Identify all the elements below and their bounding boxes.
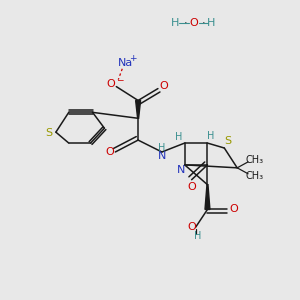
Text: H: H [207, 131, 214, 141]
Text: O: O [187, 222, 196, 232]
Text: O: O [105, 147, 114, 157]
Text: ·: · [184, 18, 188, 28]
Text: N: N [158, 151, 166, 161]
Text: H: H [158, 143, 166, 153]
Text: −: − [116, 75, 123, 84]
Text: S: S [225, 136, 232, 146]
Text: ·: · [202, 18, 205, 28]
Text: +: + [129, 54, 137, 63]
Text: N: N [176, 165, 185, 175]
Text: H: H [194, 231, 201, 241]
Text: O: O [230, 204, 239, 214]
Text: CH₃: CH₃ [246, 171, 264, 181]
Text: Na: Na [118, 58, 134, 68]
Text: O: O [187, 182, 196, 192]
Text: O: O [160, 81, 168, 91]
Text: H: H [171, 18, 179, 28]
Polygon shape [205, 185, 210, 209]
Text: O: O [189, 18, 198, 28]
Text: H: H [207, 18, 216, 28]
Text: S: S [45, 128, 52, 138]
Text: H: H [175, 132, 182, 142]
Text: O: O [106, 79, 115, 88]
Text: CH₃: CH₃ [246, 155, 264, 165]
Polygon shape [136, 100, 141, 118]
